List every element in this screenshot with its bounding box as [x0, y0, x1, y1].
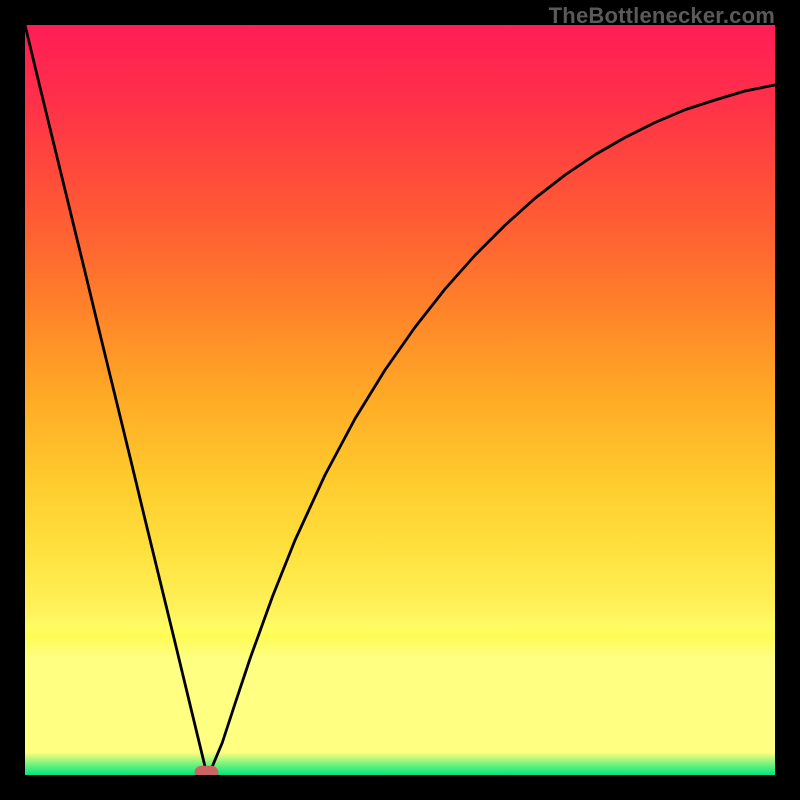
minimum-marker	[195, 766, 219, 775]
gradient-background	[25, 25, 775, 775]
plot-svg	[25, 25, 775, 775]
watermark-text: TheBottlenecker.com	[549, 3, 775, 29]
chart-container: TheBottlenecker.com	[0, 0, 800, 800]
plot-area	[25, 25, 775, 775]
